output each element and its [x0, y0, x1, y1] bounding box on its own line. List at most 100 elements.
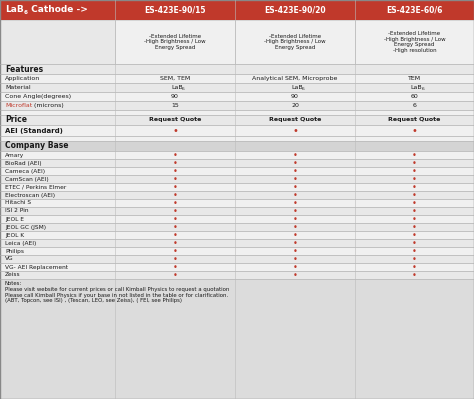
- Text: Leica (AEI): Leica (AEI): [5, 241, 36, 245]
- Text: Analytical SEM, Microprobe: Analytical SEM, Microprobe: [252, 76, 337, 81]
- Text: Request Quote: Request Quote: [388, 117, 441, 122]
- Bar: [0, 74, 474, 83]
- Text: •: •: [173, 198, 177, 207]
- Text: •: •: [411, 126, 418, 136]
- Bar: [0, 101, 474, 110]
- Text: •: •: [412, 231, 417, 239]
- Text: •: •: [292, 190, 298, 200]
- Bar: [235, 0, 355, 20]
- Text: •: •: [173, 215, 177, 223]
- Text: •: •: [412, 247, 417, 255]
- Text: •: •: [173, 190, 177, 200]
- Text: •: •: [172, 126, 178, 136]
- Text: •: •: [292, 198, 298, 207]
- Text: JEOL E: JEOL E: [5, 217, 24, 221]
- Text: LaB: LaB: [171, 85, 182, 90]
- Text: 90: 90: [171, 94, 179, 99]
- Text: •: •: [292, 174, 298, 184]
- Text: Cameca (AEI): Cameca (AEI): [5, 168, 45, 174]
- Text: •: •: [412, 198, 417, 207]
- Bar: [0, 215, 474, 223]
- Text: •: •: [173, 263, 177, 271]
- Text: 15: 15: [171, 103, 179, 108]
- Bar: [0, 151, 474, 159]
- Text: ISI 2 Pin: ISI 2 Pin: [5, 209, 28, 213]
- Text: Amary: Amary: [5, 152, 24, 158]
- Text: •: •: [173, 223, 177, 231]
- Text: -Extended Lifetime
-High Brightness / Low
Energy Spread: -Extended Lifetime -High Brightness / Lo…: [264, 34, 326, 50]
- Text: ES-423E-90/15: ES-423E-90/15: [144, 6, 206, 14]
- Text: •: •: [173, 239, 177, 247]
- Text: Cathode ->: Cathode ->: [28, 6, 88, 14]
- Text: 90: 90: [291, 94, 299, 99]
- Text: LaB: LaB: [410, 85, 422, 90]
- Bar: [0, 199, 474, 207]
- Bar: [355, 0, 474, 20]
- Bar: [0, 175, 474, 183]
- Text: •: •: [292, 207, 298, 215]
- Text: Features: Features: [5, 65, 43, 73]
- Bar: [0, 83, 474, 92]
- Text: •: •: [292, 158, 298, 168]
- Text: •: •: [292, 223, 298, 231]
- Text: •: •: [173, 207, 177, 215]
- Text: •: •: [292, 182, 298, 192]
- Bar: [0, 64, 474, 74]
- Text: •: •: [292, 231, 298, 239]
- Text: •: •: [412, 158, 417, 168]
- Text: JEOL K: JEOL K: [5, 233, 24, 237]
- Text: 6: 6: [182, 87, 185, 91]
- Bar: [0, 183, 474, 191]
- Bar: [0, 0, 115, 20]
- Text: •: •: [412, 190, 417, 200]
- Text: •: •: [292, 263, 298, 271]
- Text: •: •: [412, 223, 417, 231]
- Text: Microflat: Microflat: [5, 103, 32, 108]
- Bar: [0, 125, 474, 136]
- Bar: [0, 191, 474, 199]
- Text: •: •: [173, 271, 177, 280]
- Bar: [0, 141, 474, 151]
- Text: Zeiss: Zeiss: [5, 273, 21, 277]
- Text: Request Quote: Request Quote: [269, 117, 321, 122]
- Text: Notes:
Please visit website for current prices or call Kimball Physics to reques: Notes: Please visit website for current …: [5, 281, 229, 303]
- Bar: [0, 115, 474, 125]
- Text: TEM: TEM: [408, 76, 421, 81]
- Text: •: •: [173, 231, 177, 239]
- Text: ETEC / Perkins Elmer: ETEC / Perkins Elmer: [5, 184, 66, 190]
- Text: •: •: [412, 166, 417, 176]
- Text: -Extended Lifetime
-High Brightness / Low
Energy Spread: -Extended Lifetime -High Brightness / Lo…: [144, 34, 206, 50]
- Bar: [0, 279, 474, 399]
- Text: •: •: [292, 255, 298, 263]
- Text: •: •: [292, 126, 298, 136]
- Text: •: •: [412, 207, 417, 215]
- Text: •: •: [292, 271, 298, 280]
- Text: •: •: [412, 174, 417, 184]
- Text: •: •: [292, 247, 298, 255]
- Text: Company Base: Company Base: [5, 142, 69, 150]
- Text: •: •: [412, 239, 417, 247]
- Bar: [0, 271, 474, 279]
- Text: •: •: [173, 174, 177, 184]
- Text: •: •: [173, 255, 177, 263]
- Bar: [0, 92, 474, 101]
- Text: •: •: [173, 158, 177, 168]
- Text: BioRad (AEI): BioRad (AEI): [5, 160, 42, 166]
- Bar: [0, 223, 474, 231]
- Text: Material: Material: [5, 85, 31, 90]
- Text: -Extended Lifetime
-High Brightness / Low
Energy Spread
-High resolution: -Extended Lifetime -High Brightness / Lo…: [383, 31, 445, 53]
- Bar: [0, 263, 474, 271]
- Text: •: •: [173, 182, 177, 192]
- Text: •: •: [412, 263, 417, 271]
- Bar: [115, 20, 235, 64]
- Bar: [355, 20, 474, 64]
- Bar: [0, 20, 115, 64]
- Text: •: •: [292, 239, 298, 247]
- Text: Philips: Philips: [5, 249, 24, 253]
- Text: LaB: LaB: [5, 6, 24, 14]
- Bar: [0, 247, 474, 255]
- Text: •: •: [173, 247, 177, 255]
- Bar: [0, 255, 474, 263]
- Text: 60: 60: [410, 94, 419, 99]
- Text: Request Quote: Request Quote: [149, 117, 201, 122]
